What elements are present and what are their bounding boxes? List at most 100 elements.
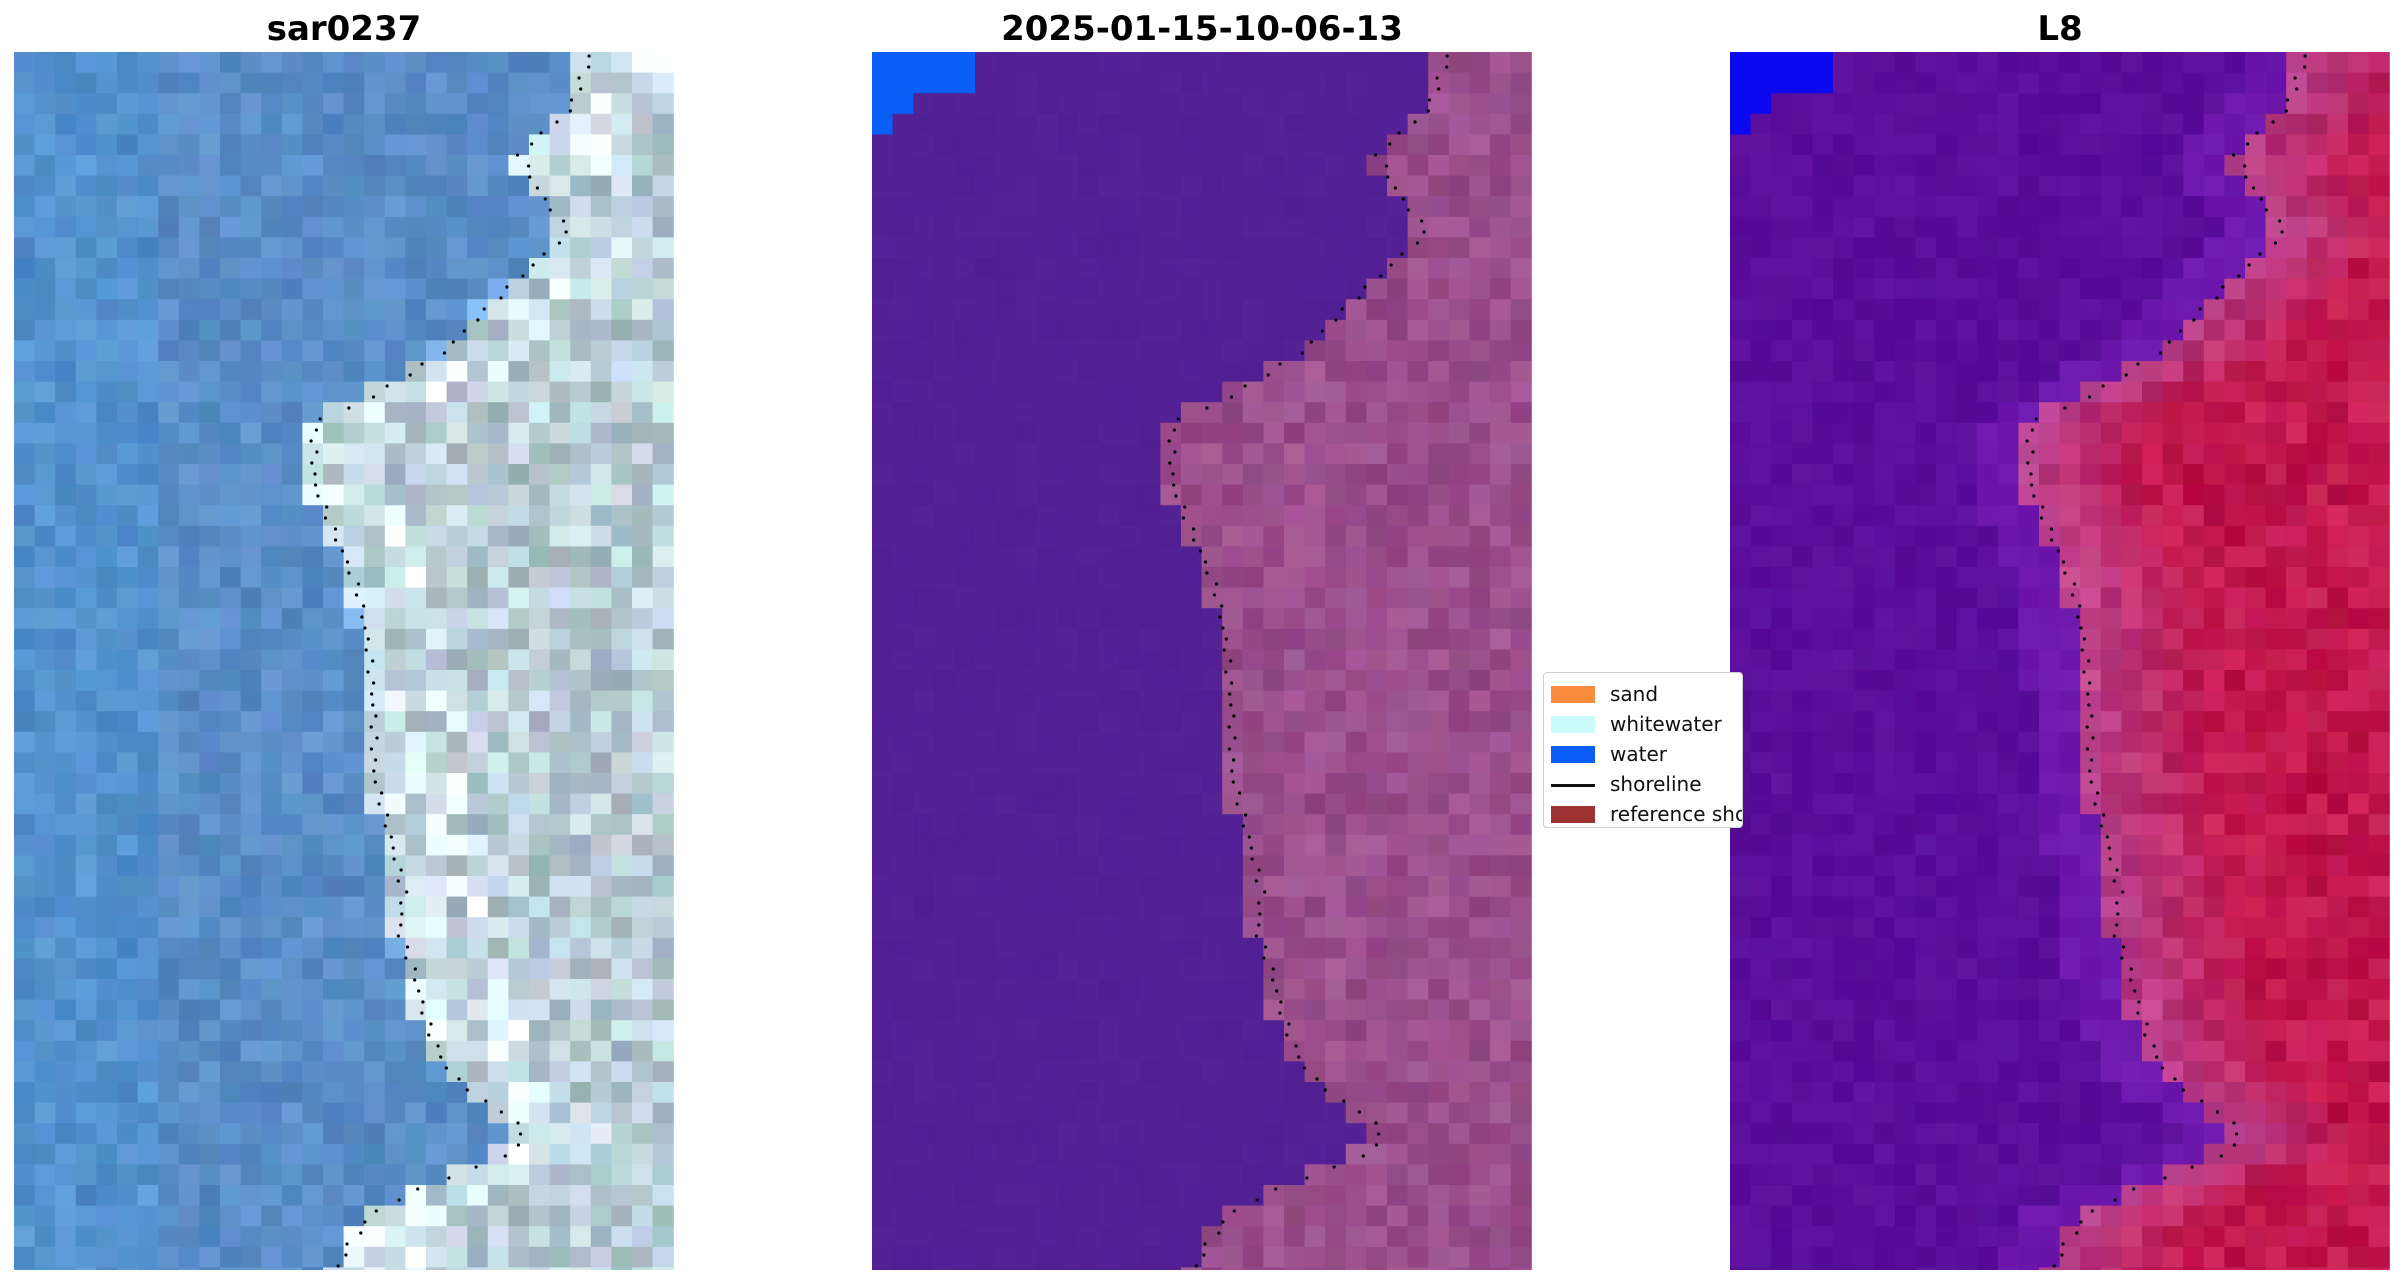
image-pixel bbox=[1284, 999, 1306, 1021]
image-pixel bbox=[1448, 113, 1470, 135]
image-pixel bbox=[1016, 587, 1038, 609]
image-pixel bbox=[446, 484, 468, 506]
image-pixel bbox=[570, 979, 592, 1001]
image-pixel bbox=[1119, 1102, 1141, 1124]
image-pixel bbox=[1833, 525, 1855, 547]
image-pixel bbox=[995, 670, 1017, 692]
image-pixel bbox=[2286, 546, 2308, 568]
shoreline-point bbox=[427, 1033, 431, 1037]
image-pixel bbox=[1750, 422, 1772, 444]
image-pixel bbox=[2245, 567, 2267, 589]
image-pixel bbox=[1119, 299, 1141, 321]
image-pixel bbox=[343, 237, 365, 259]
image-pixel bbox=[508, 525, 530, 547]
image-pixel bbox=[1242, 52, 1264, 74]
image-pixel bbox=[178, 1143, 200, 1165]
image-pixel bbox=[1469, 752, 1491, 774]
image-pixel bbox=[1160, 1020, 1182, 1042]
image-pixel bbox=[1730, 381, 1752, 403]
image-pixel bbox=[954, 937, 976, 959]
image-pixel bbox=[1469, 999, 1491, 1021]
image-pixel bbox=[323, 670, 345, 692]
image-pixel bbox=[872, 773, 894, 795]
image-pixel bbox=[1366, 876, 1388, 898]
image-pixel bbox=[34, 628, 56, 650]
image-pixel bbox=[1181, 505, 1203, 527]
image-pixel bbox=[364, 113, 386, 135]
image-pixel bbox=[220, 608, 242, 630]
image-pixel bbox=[1428, 1226, 1450, 1248]
image-pixel bbox=[137, 876, 159, 898]
image-pixel bbox=[467, 608, 489, 630]
image-pixel bbox=[75, 340, 97, 362]
image-pixel bbox=[1469, 1185, 1491, 1207]
image-pixel bbox=[1874, 525, 1896, 547]
image-pixel bbox=[261, 834, 283, 856]
image-pixel bbox=[1016, 876, 1038, 898]
image-pixel bbox=[1057, 1020, 1079, 1042]
image-pixel bbox=[281, 340, 303, 362]
image-pixel bbox=[1119, 876, 1141, 898]
image-pixel bbox=[1016, 237, 1038, 259]
image-pixel bbox=[34, 999, 56, 1021]
image-pixel bbox=[570, 1226, 592, 1248]
image-pixel bbox=[2100, 525, 2122, 547]
image-pixel bbox=[632, 113, 654, 135]
image-pixel bbox=[508, 1205, 530, 1227]
image-pixel bbox=[1036, 670, 1058, 692]
image-pixel bbox=[1997, 299, 2019, 321]
image-pixel bbox=[75, 1082, 97, 1104]
image-pixel bbox=[1874, 361, 1896, 383]
image-pixel bbox=[1181, 690, 1203, 712]
image-pixel bbox=[261, 628, 283, 650]
image-pixel bbox=[384, 361, 406, 383]
image-pixel bbox=[995, 1102, 1017, 1124]
image-pixel bbox=[55, 999, 77, 1021]
image-pixel bbox=[1325, 937, 1347, 959]
shoreline-point bbox=[392, 857, 396, 861]
image-pixel bbox=[1160, 1164, 1182, 1186]
image-pixel bbox=[1977, 381, 1999, 403]
shoreline-point bbox=[1233, 736, 1237, 740]
image-pixel bbox=[1366, 690, 1388, 712]
image-pixel bbox=[2265, 422, 2287, 444]
image-pixel bbox=[199, 1246, 221, 1268]
image-pixel bbox=[913, 567, 935, 589]
image-pixel bbox=[1222, 793, 1244, 815]
image-pixel bbox=[1181, 608, 1203, 630]
image-pixel bbox=[995, 999, 1017, 1021]
image-pixel bbox=[343, 52, 365, 74]
image-pixel bbox=[1078, 484, 1100, 506]
image-pixel bbox=[302, 52, 324, 74]
image-pixel bbox=[1119, 196, 1141, 218]
image-pixel bbox=[1036, 855, 1058, 877]
image-pixel bbox=[220, 1040, 242, 1062]
image-pixel bbox=[508, 1082, 530, 1104]
image-pixel bbox=[611, 917, 633, 939]
image-pixel bbox=[281, 793, 303, 815]
image-pixel bbox=[2203, 155, 2225, 177]
image-pixel bbox=[1407, 834, 1429, 856]
image-pixel bbox=[549, 402, 571, 424]
shoreline-point bbox=[1309, 340, 1313, 344]
image-pixel bbox=[364, 258, 386, 280]
image-pixel bbox=[343, 402, 365, 424]
image-pixel bbox=[1407, 175, 1429, 197]
image-pixel bbox=[549, 1102, 571, 1124]
image-pixel bbox=[1160, 52, 1182, 74]
image-pixel bbox=[1366, 402, 1388, 424]
image-pixel bbox=[1853, 525, 1875, 547]
image-pixel bbox=[1510, 834, 1532, 856]
shoreline-point bbox=[421, 1000, 425, 1004]
image-pixel bbox=[323, 979, 345, 1001]
image-pixel bbox=[220, 196, 242, 218]
image-pixel bbox=[178, 690, 200, 712]
image-pixel bbox=[2327, 464, 2349, 486]
image-pixel bbox=[1833, 422, 1855, 444]
image-pixel bbox=[632, 1040, 654, 1062]
image-pixel bbox=[1242, 464, 1264, 486]
image-pixel bbox=[954, 402, 976, 424]
image-pixel bbox=[632, 628, 654, 650]
image-pixel bbox=[1119, 258, 1141, 280]
image-pixel bbox=[1791, 52, 1813, 74]
